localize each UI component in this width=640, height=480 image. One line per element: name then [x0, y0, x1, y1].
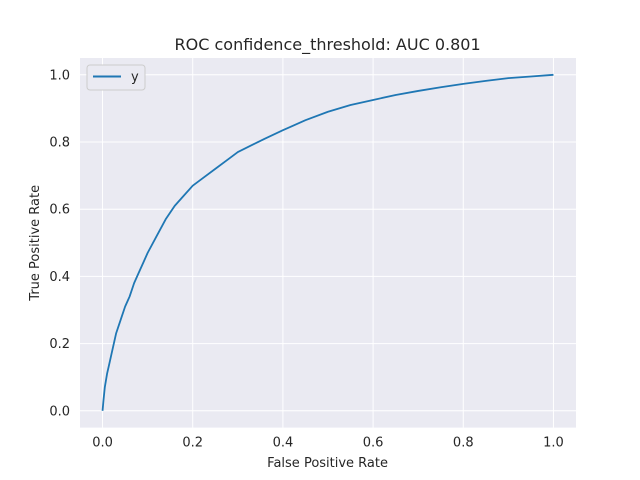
series-layer [101, 73, 554, 411]
legend: y [86, 64, 146, 91]
y-tick-label: 0.4 [49, 270, 70, 285]
x-tick-label: 0.6 [363, 436, 384, 451]
x-tick-label: 0.4 [273, 436, 294, 451]
grid [80, 58, 576, 428]
y-tick-label: 0.8 [49, 136, 70, 151]
y-tick-label: 1.0 [49, 68, 70, 83]
roc-curve-line [101, 73, 554, 411]
y-tick-label: 0.6 [49, 203, 70, 218]
chart-title: ROC confidence_threshold: AUC 0.801 [175, 35, 481, 55]
x-tick-label: 1.0 [543, 436, 564, 451]
y-tick-label: 0.2 [49, 337, 70, 352]
x-tick-label: 0.8 [453, 436, 474, 451]
plot-area [80, 58, 576, 428]
x-tick-label: 0.0 [92, 436, 113, 451]
x-axis-label: False Positive Rate [267, 456, 388, 471]
x-axis-ticks: 0.0 0.2 0.4 0.6 0.8 1.0 [92, 436, 564, 451]
x-tick-label: 0.2 [182, 436, 203, 451]
y-tick-label: 0.0 [49, 404, 70, 419]
y-axis-ticks: 0.0 0.2 0.4 0.6 0.8 1.0 [49, 68, 70, 419]
legend-label: y [131, 70, 139, 85]
y-axis-label: True Positive Rate [28, 185, 43, 302]
